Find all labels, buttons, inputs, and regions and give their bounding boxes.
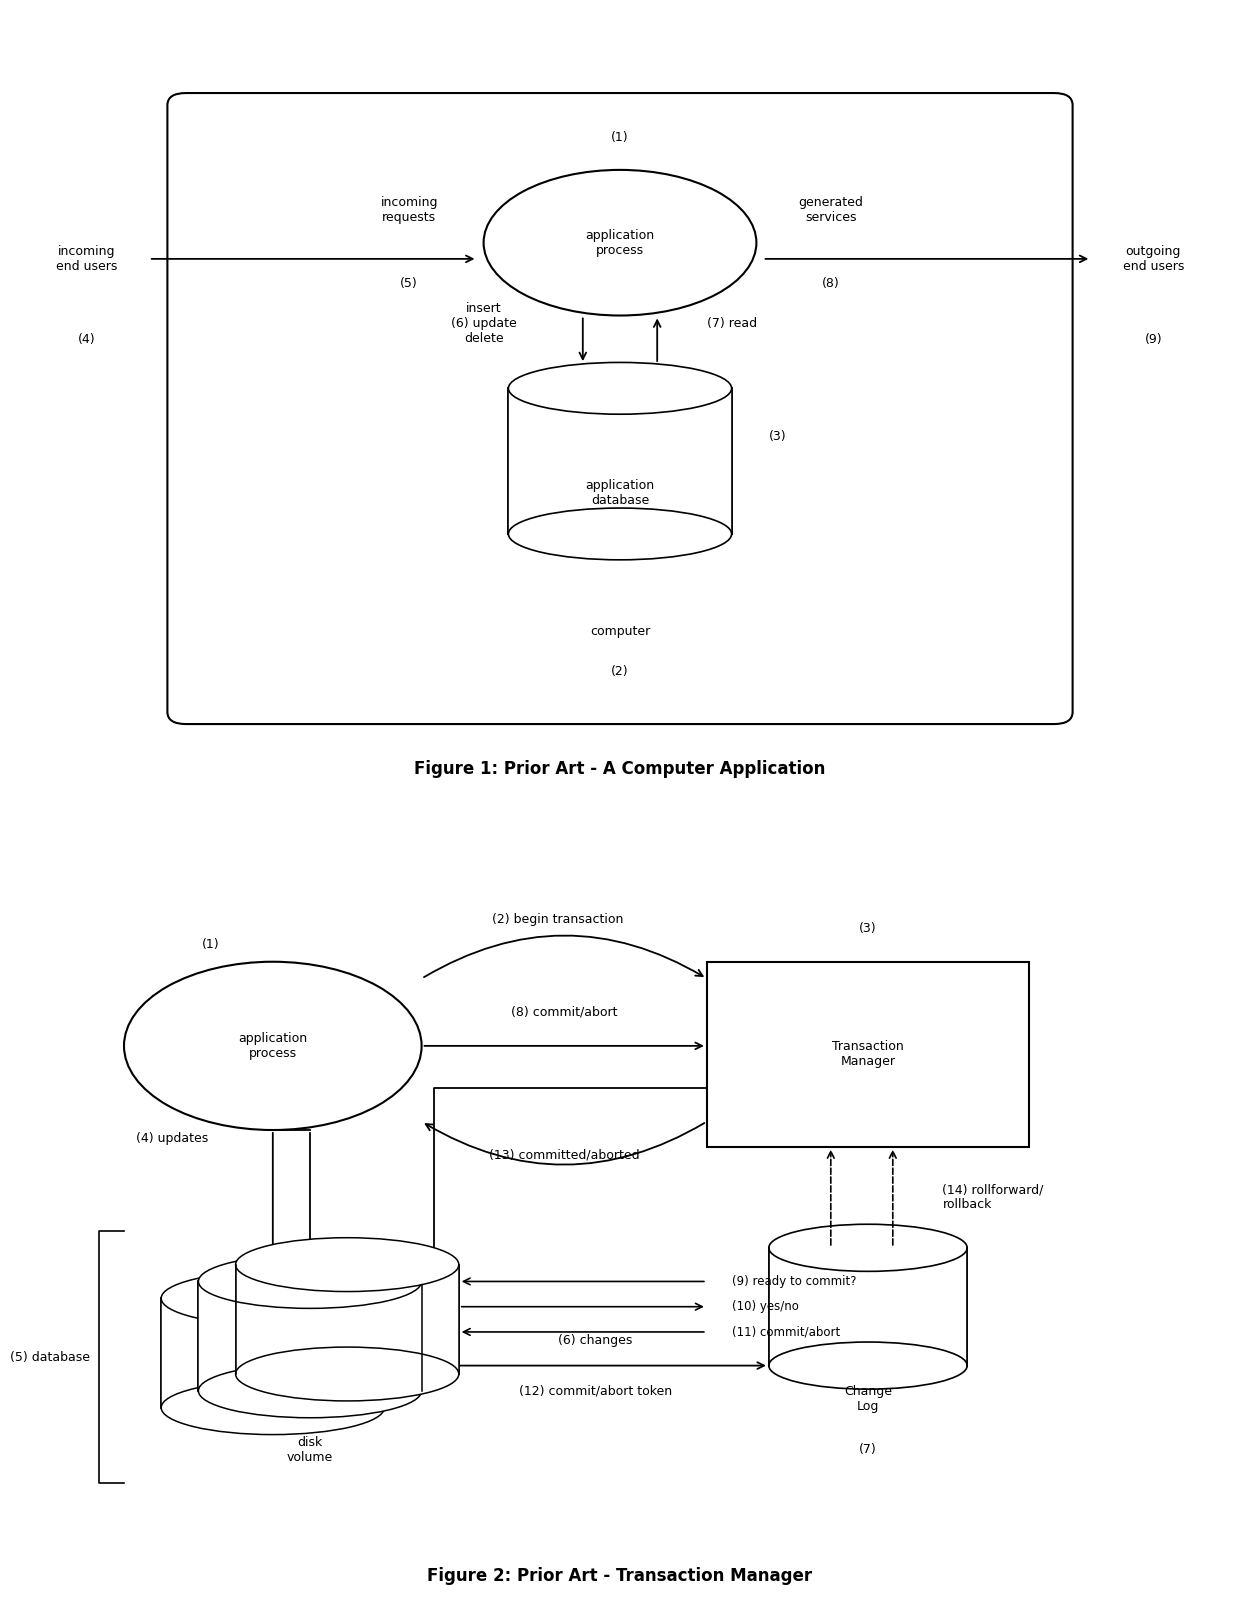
- Ellipse shape: [508, 508, 732, 560]
- FancyBboxPatch shape: [167, 92, 1073, 725]
- Text: disk
volume: disk volume: [286, 1435, 334, 1464]
- Ellipse shape: [769, 1341, 967, 1390]
- Text: outgoing
end users: outgoing end users: [1122, 244, 1184, 273]
- Polygon shape: [508, 388, 732, 534]
- Ellipse shape: [124, 961, 422, 1129]
- Text: (9) ready to commit?: (9) ready to commit?: [732, 1275, 856, 1288]
- Text: computer: computer: [590, 625, 650, 637]
- Bar: [707, 961, 1029, 1147]
- Text: (10) yes/no: (10) yes/no: [732, 1301, 799, 1314]
- Text: incoming
end users: incoming end users: [56, 244, 118, 273]
- Text: Change
Log: Change Log: [844, 1385, 892, 1413]
- Text: (3): (3): [769, 430, 786, 443]
- Text: (3): (3): [859, 922, 877, 935]
- Ellipse shape: [161, 1380, 384, 1435]
- Ellipse shape: [236, 1238, 459, 1291]
- Text: (5): (5): [401, 277, 418, 290]
- Text: Transaction
Manager: Transaction Manager: [832, 1040, 904, 1068]
- Ellipse shape: [508, 362, 732, 414]
- Text: application
process: application process: [585, 228, 655, 257]
- Text: (4) updates: (4) updates: [136, 1133, 208, 1146]
- Text: generated
services: generated services: [799, 196, 863, 225]
- Text: insert
(6) update
delete: insert (6) update delete: [450, 303, 517, 345]
- Ellipse shape: [236, 1348, 459, 1401]
- Text: (4): (4): [78, 333, 95, 346]
- Ellipse shape: [198, 1254, 422, 1309]
- Text: application
process: application process: [238, 1032, 308, 1060]
- Polygon shape: [198, 1281, 422, 1391]
- Text: Figure 1: Prior Art - A Computer Application: Figure 1: Prior Art - A Computer Applica…: [414, 759, 826, 778]
- Text: (2) begin transaction: (2) begin transaction: [492, 913, 624, 925]
- Text: incoming
requests: incoming requests: [381, 196, 438, 225]
- Polygon shape: [161, 1298, 384, 1408]
- Text: (7) read: (7) read: [707, 317, 756, 330]
- Text: (6) changes: (6) changes: [558, 1333, 632, 1346]
- Polygon shape: [769, 1247, 967, 1366]
- Text: (14) rollforward/
rollback: (14) rollforward/ rollback: [942, 1183, 1044, 1212]
- Text: (11) commit/abort: (11) commit/abort: [732, 1325, 839, 1338]
- Text: (13) committed/aborted: (13) committed/aborted: [489, 1149, 640, 1162]
- Ellipse shape: [769, 1225, 967, 1272]
- Text: (1): (1): [611, 131, 629, 144]
- Text: (9): (9): [1145, 333, 1162, 346]
- Polygon shape: [236, 1265, 459, 1374]
- Text: Figure 2: Prior Art - Transaction Manager: Figure 2: Prior Art - Transaction Manage…: [428, 1566, 812, 1586]
- Text: application
database: application database: [585, 479, 655, 508]
- Text: (1): (1): [202, 938, 219, 951]
- Text: (7): (7): [859, 1443, 877, 1456]
- Ellipse shape: [161, 1272, 384, 1325]
- Text: (12) commit/abort token: (12) commit/abort token: [518, 1385, 672, 1398]
- Text: (8): (8): [822, 277, 839, 290]
- Ellipse shape: [198, 1364, 422, 1417]
- Text: (8) commit/abort: (8) commit/abort: [511, 1006, 618, 1019]
- Text: (5) database: (5) database: [10, 1351, 89, 1364]
- Ellipse shape: [484, 170, 756, 316]
- Text: (2): (2): [611, 665, 629, 678]
